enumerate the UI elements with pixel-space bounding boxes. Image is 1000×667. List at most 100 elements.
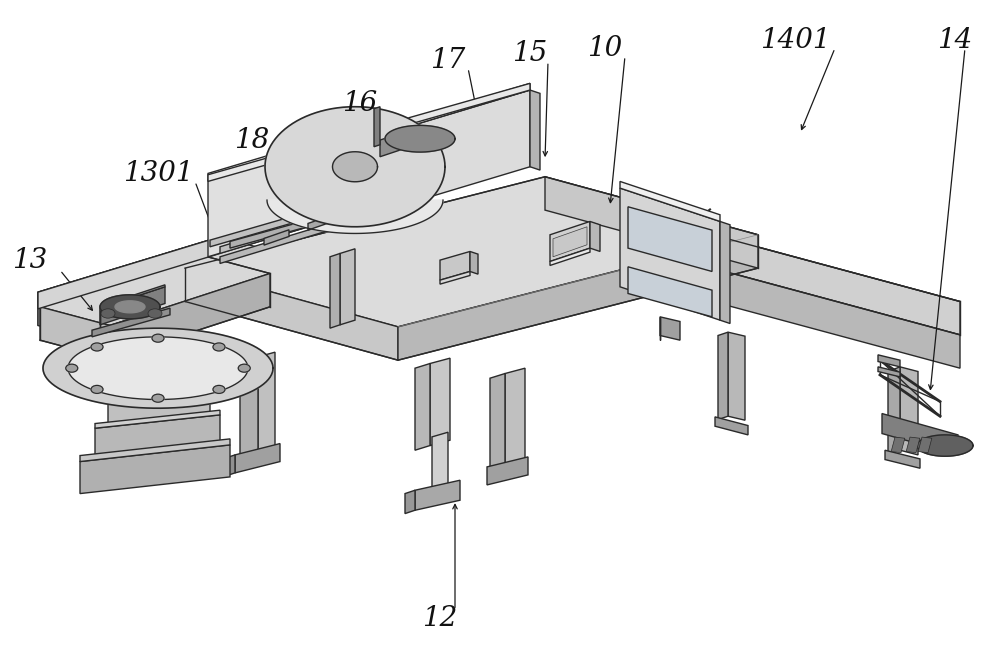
Text: 12: 12 (422, 606, 458, 632)
Polygon shape (628, 207, 712, 271)
Polygon shape (398, 235, 758, 360)
Polygon shape (470, 251, 478, 274)
Polygon shape (330, 253, 340, 328)
Polygon shape (108, 375, 210, 392)
Polygon shape (264, 229, 289, 245)
Polygon shape (352, 200, 377, 215)
Polygon shape (235, 444, 280, 473)
Polygon shape (550, 248, 590, 265)
Polygon shape (100, 285, 165, 308)
Polygon shape (38, 237, 280, 309)
Polygon shape (720, 237, 960, 335)
Circle shape (213, 343, 225, 351)
Polygon shape (530, 90, 540, 170)
Polygon shape (628, 267, 712, 317)
Polygon shape (225, 455, 235, 476)
Polygon shape (80, 445, 230, 494)
Polygon shape (432, 432, 448, 498)
Polygon shape (68, 337, 248, 400)
Circle shape (238, 364, 250, 372)
Polygon shape (240, 357, 258, 457)
Text: 13: 13 (12, 247, 48, 273)
Polygon shape (374, 107, 380, 147)
Text: 18: 18 (234, 127, 270, 153)
Text: 1301: 1301 (123, 160, 193, 187)
Polygon shape (660, 317, 680, 340)
Polygon shape (590, 221, 600, 251)
Polygon shape (185, 177, 758, 327)
Polygon shape (333, 152, 378, 181)
Polygon shape (718, 332, 728, 420)
Text: 16: 16 (342, 90, 378, 117)
Polygon shape (308, 215, 333, 230)
Bar (906, 437, 920, 453)
Polygon shape (553, 227, 587, 257)
Circle shape (91, 386, 103, 394)
Text: 10: 10 (587, 35, 623, 61)
Polygon shape (885, 450, 920, 468)
Polygon shape (385, 125, 455, 152)
Polygon shape (440, 251, 470, 280)
Polygon shape (95, 415, 220, 464)
Text: 1401: 1401 (760, 27, 830, 53)
Polygon shape (208, 83, 530, 181)
Polygon shape (408, 90, 530, 203)
Text: 17: 17 (430, 47, 466, 73)
Circle shape (66, 364, 78, 372)
Text: 15: 15 (512, 40, 548, 67)
Polygon shape (115, 301, 145, 313)
Bar (891, 437, 905, 453)
Polygon shape (38, 292, 98, 342)
Polygon shape (267, 200, 443, 233)
Polygon shape (208, 123, 398, 257)
Polygon shape (40, 255, 270, 325)
Polygon shape (38, 237, 220, 309)
Polygon shape (100, 287, 165, 325)
Polygon shape (545, 177, 758, 268)
Circle shape (148, 309, 162, 318)
Bar (918, 437, 932, 453)
Polygon shape (620, 181, 720, 221)
Polygon shape (100, 295, 160, 319)
Polygon shape (917, 435, 973, 456)
Circle shape (213, 386, 225, 394)
Circle shape (101, 309, 115, 318)
Polygon shape (108, 380, 210, 427)
Circle shape (152, 334, 164, 342)
Polygon shape (415, 364, 430, 450)
Polygon shape (620, 188, 720, 320)
Polygon shape (505, 368, 525, 469)
Polygon shape (80, 439, 230, 462)
Polygon shape (405, 490, 415, 514)
Polygon shape (878, 367, 900, 377)
Polygon shape (340, 249, 355, 325)
Polygon shape (38, 237, 220, 325)
Polygon shape (398, 123, 408, 203)
Polygon shape (95, 410, 220, 428)
Polygon shape (900, 367, 918, 455)
Polygon shape (720, 237, 960, 301)
Polygon shape (490, 374, 505, 474)
Polygon shape (220, 193, 396, 253)
Polygon shape (230, 200, 380, 248)
Circle shape (91, 343, 103, 351)
Polygon shape (440, 271, 470, 284)
Polygon shape (110, 273, 270, 359)
Polygon shape (220, 203, 396, 263)
Polygon shape (430, 358, 450, 446)
Polygon shape (888, 367, 900, 455)
Circle shape (152, 394, 164, 402)
Polygon shape (882, 414, 958, 455)
Polygon shape (210, 187, 395, 247)
Polygon shape (265, 107, 445, 227)
Text: 14: 14 (937, 27, 973, 53)
Polygon shape (720, 270, 960, 368)
Polygon shape (728, 332, 745, 420)
Polygon shape (258, 352, 275, 452)
Polygon shape (487, 457, 528, 485)
Polygon shape (208, 117, 398, 180)
Polygon shape (878, 355, 900, 367)
Polygon shape (40, 307, 110, 359)
Polygon shape (550, 221, 590, 261)
Polygon shape (715, 417, 748, 435)
